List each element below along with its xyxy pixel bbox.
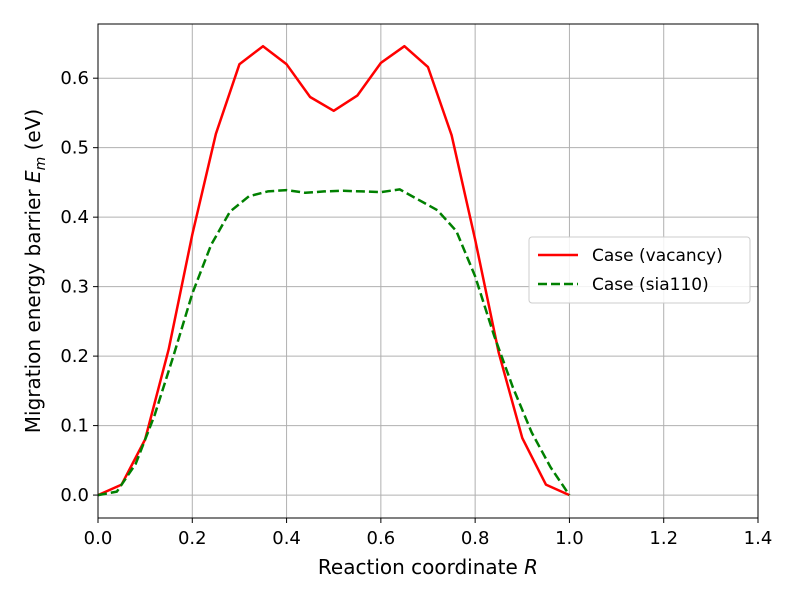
legend-label-sia110: Case (sia110) xyxy=(592,275,709,295)
y-axis: 0.0 0.1 0.2 0.3 0.4 0.5 0.6 xyxy=(60,68,98,506)
series-line-case-vacancy xyxy=(97,44,570,497)
y-tick-label: 0.4 xyxy=(60,207,89,228)
x-tick-label: 1.0 xyxy=(555,528,584,549)
x-axis-label: Reaction coordinate R xyxy=(318,555,538,579)
legend-label-vacancy: Case (vacancy) xyxy=(592,246,723,266)
series-line-case-sia110 xyxy=(97,188,571,497)
y-axis-label: Migration energy barrier Em (eV) xyxy=(21,109,49,433)
y-tick-label: 0.2 xyxy=(60,346,89,367)
legend: Case (vacancy) Case (sia110) xyxy=(528,236,751,304)
x-tick-label: 1.4 xyxy=(744,528,773,549)
x-tick-label: 1.2 xyxy=(649,528,678,549)
plot-area-frame xyxy=(97,23,759,519)
series-layer xyxy=(97,44,571,497)
x-tick-label: 0.4 xyxy=(272,528,301,549)
y-tick-label: 0.6 xyxy=(60,68,89,89)
x-tick-label: 0.8 xyxy=(461,528,490,549)
x-tick-label: 0.2 xyxy=(178,528,207,549)
x-tick-label: 0.0 xyxy=(84,528,113,549)
x-tick-label: 0.6 xyxy=(367,528,396,549)
y-tick-label: 0.0 xyxy=(60,485,89,506)
y-tick-label: 0.1 xyxy=(60,416,89,437)
x-axis: 0.0 0.2 0.4 0.6 0.8 1.0 1.2 1.4 xyxy=(84,518,773,549)
y-tick-label: 0.3 xyxy=(60,277,89,298)
y-tick-label: 0.5 xyxy=(60,138,89,159)
legend-box xyxy=(528,236,751,304)
